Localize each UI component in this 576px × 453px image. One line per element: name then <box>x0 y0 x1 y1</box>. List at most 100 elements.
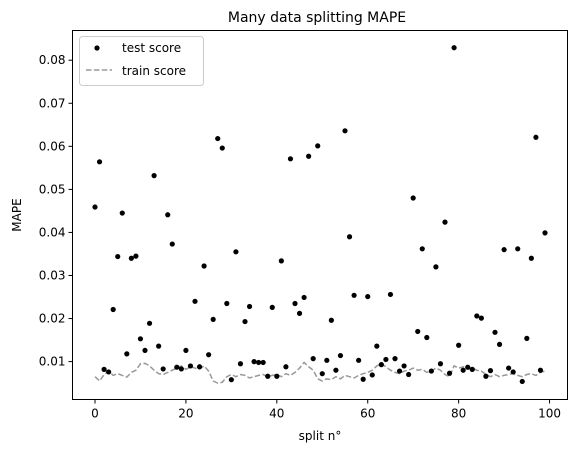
test-score-point <box>215 135 221 142</box>
test-score-point <box>506 365 512 371</box>
test-score-point <box>192 298 198 304</box>
y-tick-label: 0.02 <box>39 312 66 326</box>
test-score-point <box>160 366 166 372</box>
test-score-point <box>306 153 312 159</box>
test-score-point <box>119 210 125 216</box>
y-tick-label: 0.05 <box>39 182 66 196</box>
test-score-point <box>524 335 530 341</box>
test-score-points-layer <box>92 45 548 385</box>
legend-box <box>79 36 204 86</box>
test-score-point <box>137 336 144 342</box>
x-tick-label: 20 <box>178 407 193 421</box>
legend-label-train-score: train score <box>122 64 186 78</box>
test-score-point <box>151 173 157 179</box>
test-score-point <box>451 45 457 51</box>
test-score-point <box>519 378 525 385</box>
test-score-point <box>156 343 162 349</box>
y-axis-ticks: 0.01 0.02 0.03 0.04 0.05 0.06 0.07 0.08 <box>39 53 73 369</box>
test-score-point <box>315 143 321 149</box>
test-score-point <box>392 356 398 362</box>
test-score-point <box>410 195 416 201</box>
test-score-point <box>210 316 216 323</box>
x-axis-ticks: 0 20 40 60 80 100 <box>91 399 561 421</box>
test-score-point <box>256 359 262 366</box>
test-score-point <box>269 304 275 310</box>
test-score-point <box>510 369 516 375</box>
test-score-point <box>346 234 353 240</box>
test-score-point <box>101 366 107 372</box>
test-score-point <box>528 255 534 261</box>
test-score-point <box>301 294 307 301</box>
test-score-point <box>328 317 334 323</box>
test-score-point <box>206 352 212 358</box>
test-score-point <box>515 246 521 252</box>
test-score-point <box>378 362 384 368</box>
test-score-point <box>337 352 344 359</box>
test-score-point <box>110 306 116 313</box>
test-score-point <box>333 367 339 373</box>
test-score-point <box>278 258 284 264</box>
test-score-point <box>96 159 103 165</box>
y-axis-label: MAPE <box>10 198 24 231</box>
test-score-point <box>133 253 139 259</box>
y-tick-label: 0.03 <box>39 268 66 282</box>
test-score-point <box>433 264 439 270</box>
test-score-point <box>233 249 239 255</box>
test-score-point <box>501 247 507 253</box>
test-score-point <box>319 371 325 377</box>
test-score-point <box>292 300 298 307</box>
test-score-point <box>201 263 207 269</box>
test-score-point <box>406 371 412 378</box>
y-tick-label: 0.07 <box>39 96 66 110</box>
test-score-point <box>310 356 316 362</box>
test-score-point <box>296 310 303 316</box>
y-tick-label: 0.04 <box>39 225 66 239</box>
legend: test score train score <box>79 36 204 86</box>
x-tick-label: 100 <box>538 407 561 421</box>
test-score-point <box>242 318 248 325</box>
test-score-point <box>283 364 289 370</box>
test-score-point <box>260 359 266 366</box>
test-score-point <box>287 156 294 162</box>
test-score-point <box>124 351 130 357</box>
test-score-point <box>365 293 371 300</box>
test-score-point <box>456 342 462 348</box>
x-tick-label: 60 <box>360 407 375 421</box>
y-tick-label: 0.08 <box>39 53 66 67</box>
test-score-point <box>474 313 480 319</box>
test-score-point <box>356 357 362 363</box>
test-score-point <box>265 373 271 379</box>
test-score-point <box>224 300 230 307</box>
test-score-point <box>360 376 366 382</box>
x-tick-label: 40 <box>269 407 284 421</box>
axes-frame <box>72 30 568 400</box>
test-score-point <box>415 328 421 335</box>
test-score-point <box>478 315 484 321</box>
test-score-point <box>533 134 539 140</box>
x-axis-label: split n° <box>299 429 342 443</box>
test-score-point <box>219 145 225 151</box>
test-score-point <box>146 320 153 326</box>
chart-title: Many data splitting MAPE <box>228 10 406 26</box>
test-score-point <box>142 347 148 354</box>
test-score-point <box>401 363 407 369</box>
test-score-point <box>92 204 98 210</box>
test-score-point <box>483 373 489 379</box>
x-tick-label: 80 <box>451 407 466 421</box>
test-score-point <box>128 255 134 261</box>
test-score-point <box>465 364 471 370</box>
test-score-point <box>274 373 280 379</box>
test-score-point <box>324 357 330 363</box>
test-score-point <box>165 212 171 218</box>
test-score-point <box>237 361 244 367</box>
test-score-point <box>496 341 503 347</box>
test-score-point <box>246 303 253 310</box>
x-tick-label: 0 <box>91 407 99 421</box>
test-score-point <box>169 241 175 247</box>
test-score-point <box>178 366 184 372</box>
test-score-point <box>424 334 430 341</box>
test-score-point <box>396 368 403 374</box>
test-score-point <box>187 363 194 369</box>
test-score-point <box>228 377 234 383</box>
